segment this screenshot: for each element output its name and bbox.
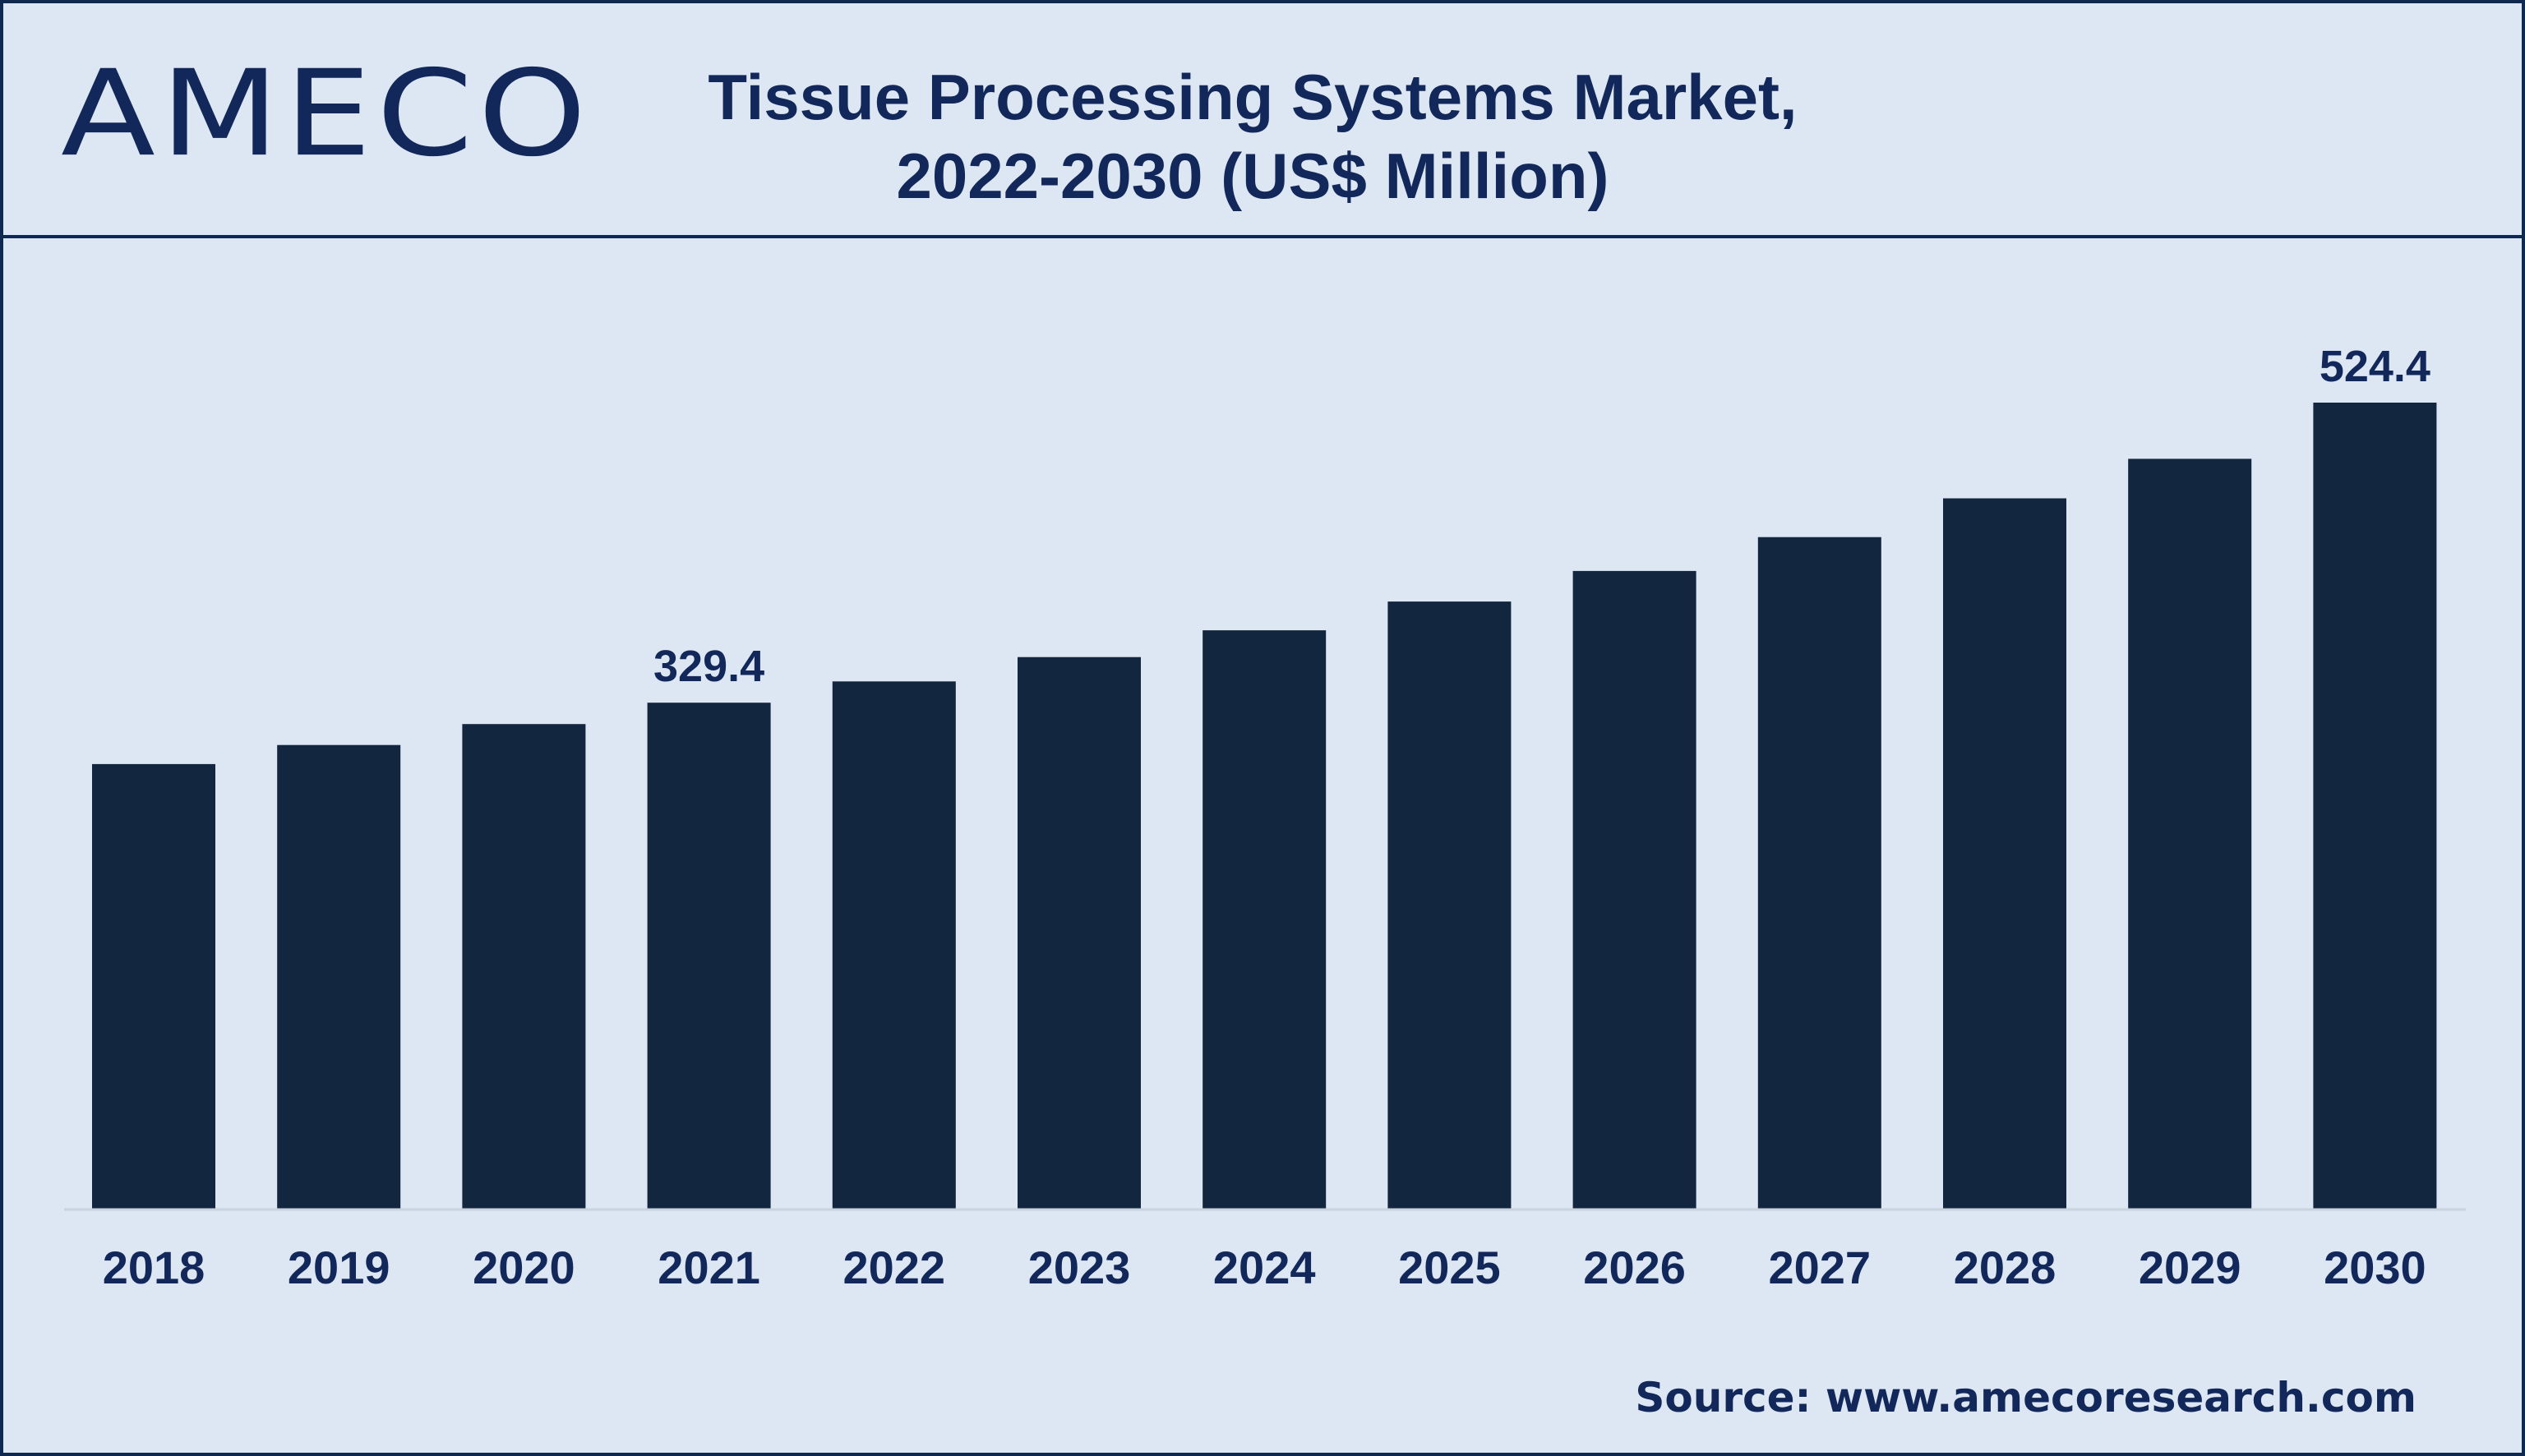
source-note: Source: www.amecoresearch.com <box>1635 1374 2417 1421</box>
chart-title-line-2: 2022-2030 (US$ Million) <box>896 140 1609 212</box>
chart-title-line-1: Tissue Processing Systems Market, <box>708 61 1798 133</box>
x-tick-label-2025: 2025 <box>1398 1242 1501 1293</box>
x-tick-label-2028: 2028 <box>1954 1242 2056 1293</box>
bar-2018 <box>92 763 215 1209</box>
x-tick-label-2026: 2026 <box>1583 1242 1686 1293</box>
x-tick-label-2029: 2029 <box>2139 1242 2241 1293</box>
bar-2029 <box>2128 458 2252 1209</box>
bar-2028 <box>1943 498 2066 1209</box>
x-tick-label-2024: 2024 <box>1213 1242 1316 1293</box>
data-label-2030: 524.4 <box>2320 342 2430 391</box>
x-tick-labels: 2018 2019 2020 2021 2022 2023 2024 2025 2026 2027… <box>103 1242 2426 1293</box>
bar-chart: 2018 2019 2020 2021 2022 2023 2024 2025 2026 2027… <box>64 342 2466 1293</box>
x-tick-label-2022: 2022 <box>843 1242 946 1293</box>
header-band: AMECO Tissue Processing Systems Market, … <box>3 3 2522 238</box>
bar-2020 <box>462 724 586 1209</box>
bar-2024 <box>1202 630 1327 1209</box>
data-labels: 329.4 524.4 <box>653 342 2430 691</box>
bar-2019 <box>277 744 401 1209</box>
ameco-logo: AMECO <box>61 44 592 183</box>
data-label-2021: 329.4 <box>653 642 764 691</box>
x-tick-label-2018: 2018 <box>103 1242 205 1293</box>
bar-2030 <box>2313 403 2437 1209</box>
bar-2023 <box>1018 657 1141 1209</box>
bar-2025 <box>1387 601 1512 1209</box>
x-tick-label-2021: 2021 <box>658 1242 760 1293</box>
bar-2027 <box>1757 537 1881 1209</box>
bar-2026 <box>1572 570 1696 1209</box>
x-tick-label-2020: 2020 <box>473 1242 575 1293</box>
bars-group <box>92 403 2437 1209</box>
chart-title: Tissue Processing Systems Market, 2022-2… <box>538 58 1968 215</box>
x-tick-label-2023: 2023 <box>1028 1242 1131 1293</box>
bar-2022 <box>832 681 956 1209</box>
bar-2021 <box>647 703 771 1209</box>
x-tick-label-2019: 2019 <box>288 1242 390 1293</box>
x-tick-label-2027: 2027 <box>1769 1242 1872 1293</box>
x-tick-label-2030: 2030 <box>2324 1242 2426 1293</box>
